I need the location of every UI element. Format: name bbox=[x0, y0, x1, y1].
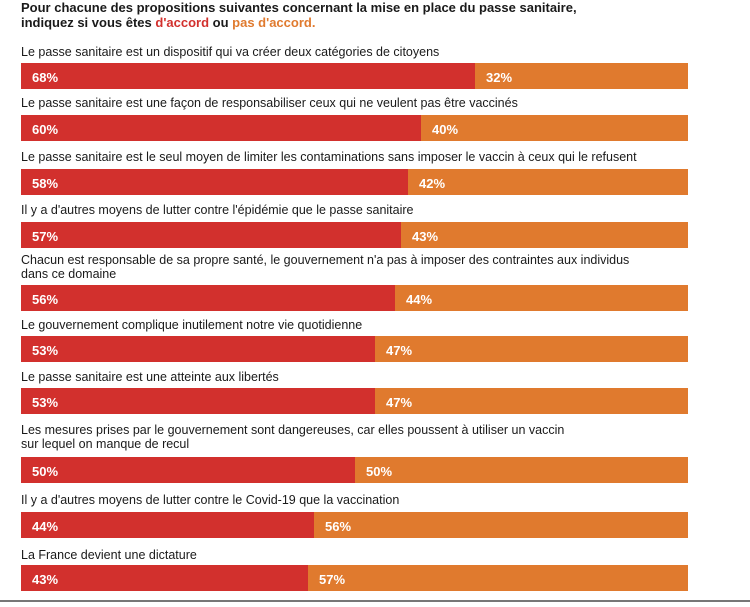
category-label-line: La France devient une dictature bbox=[21, 548, 197, 562]
bar-agree: 56% bbox=[21, 285, 395, 311]
bar-agree: 44% bbox=[21, 512, 314, 538]
chart-header: Pour chacune des propositions suivantes … bbox=[21, 0, 721, 30]
bar-agree-value: 56% bbox=[32, 292, 59, 307]
bar-disagree-value: 47% bbox=[386, 343, 413, 358]
bar-agree: 43% bbox=[21, 565, 308, 591]
category-label: Il y a d'autres moyens de lutter contre … bbox=[21, 493, 691, 507]
legend-agree: d'accord bbox=[155, 15, 210, 30]
category-label-line: Les mesures prises par le gouvernement s… bbox=[21, 423, 565, 437]
bar-agree: 68% bbox=[21, 63, 475, 89]
category-label: La France devient une dictature bbox=[21, 548, 691, 562]
bar-disagree-value: 57% bbox=[319, 572, 346, 587]
bar-disagree: 47% bbox=[375, 388, 688, 414]
bar-agree: 53% bbox=[21, 388, 375, 414]
bottom-rule bbox=[0, 600, 750, 602]
bar-agree: 60% bbox=[21, 115, 421, 141]
category-label: Le passe sanitaire est le seul moyen de … bbox=[21, 150, 691, 164]
header-line-1: Pour chacune des propositions suivantes … bbox=[21, 0, 577, 15]
bar-agree: 58% bbox=[21, 169, 408, 195]
bar-disagree-value: 47% bbox=[386, 395, 413, 410]
bar-agree-value: 68% bbox=[32, 70, 59, 85]
category-label: Le passe sanitaire est une atteinte aux … bbox=[21, 370, 691, 384]
category-label-line: Le passe sanitaire est le seul moyen de … bbox=[21, 150, 637, 164]
bar-disagree-value: 56% bbox=[325, 519, 352, 534]
bar-agree-value: 43% bbox=[32, 572, 59, 587]
bar-disagree-value: 40% bbox=[432, 122, 459, 137]
category-label-line: Le passe sanitaire est une façon de resp… bbox=[21, 96, 518, 110]
legend-disagree: pas d'accord. bbox=[232, 15, 316, 30]
bar-agree-value: 53% bbox=[32, 395, 59, 410]
bar-agree-value: 44% bbox=[32, 519, 59, 534]
category-label-line: dans ce domaine bbox=[21, 267, 117, 281]
bar-agree: 50% bbox=[21, 457, 355, 483]
bar-disagree: 32% bbox=[475, 63, 688, 89]
category-label: Le gouvernement complique inutilement no… bbox=[21, 318, 691, 332]
bar-disagree: 42% bbox=[408, 169, 688, 195]
bar-disagree-value: 44% bbox=[406, 292, 433, 307]
bar-disagree: 57% bbox=[308, 565, 688, 591]
category-label-line: Le gouvernement complique inutilement no… bbox=[21, 318, 363, 332]
bar-disagree-value: 43% bbox=[412, 229, 439, 244]
bar-disagree: 47% bbox=[375, 336, 688, 362]
category-label: Le passe sanitaire est un dispositif qui… bbox=[21, 45, 691, 59]
bar-disagree-value: 42% bbox=[419, 176, 446, 191]
category-label: Chacun est responsable de sa propre sant… bbox=[21, 253, 691, 281]
header-line-2: indiquez si vous êtes d'accord ou pas d'… bbox=[21, 15, 721, 30]
category-label: Le passe sanitaire est une façon de resp… bbox=[21, 96, 691, 110]
bar-agree-value: 53% bbox=[32, 343, 59, 358]
bar-disagree: 50% bbox=[355, 457, 688, 483]
category-label: Les mesures prises par le gouvernement s… bbox=[21, 423, 691, 451]
category-label-line: Il y a d'autres moyens de lutter contre … bbox=[21, 493, 400, 507]
category-label-line: Il y a d'autres moyens de lutter contre … bbox=[21, 203, 414, 217]
category-label-line: Le passe sanitaire est une atteinte aux … bbox=[21, 370, 279, 384]
bar-disagree: 40% bbox=[421, 115, 688, 141]
bar-disagree: 56% bbox=[314, 512, 688, 538]
bar-agree-value: 57% bbox=[32, 229, 59, 244]
bar-disagree-value: 50% bbox=[366, 464, 393, 479]
bar-disagree: 43% bbox=[401, 222, 688, 248]
bar-disagree-value: 32% bbox=[486, 70, 513, 85]
category-label-line: Chacun est responsable de sa propre sant… bbox=[21, 253, 630, 267]
bar-agree-value: 50% bbox=[32, 464, 59, 479]
bar-agree-value: 60% bbox=[32, 122, 59, 137]
category-label: Il y a d'autres moyens de lutter contre … bbox=[21, 203, 691, 217]
bar-disagree: 44% bbox=[395, 285, 688, 311]
category-label-line: sur lequel on manque de recul bbox=[21, 437, 190, 451]
category-label-line: Le passe sanitaire est un dispositif qui… bbox=[21, 45, 440, 59]
header-line-2-mid: ou bbox=[209, 15, 233, 30]
bar-agree: 53% bbox=[21, 336, 375, 362]
bar-agree-value: 58% bbox=[32, 176, 59, 191]
bar-agree: 57% bbox=[21, 222, 401, 248]
header-line-2-pre: indiquez si vous êtes bbox=[21, 15, 156, 30]
